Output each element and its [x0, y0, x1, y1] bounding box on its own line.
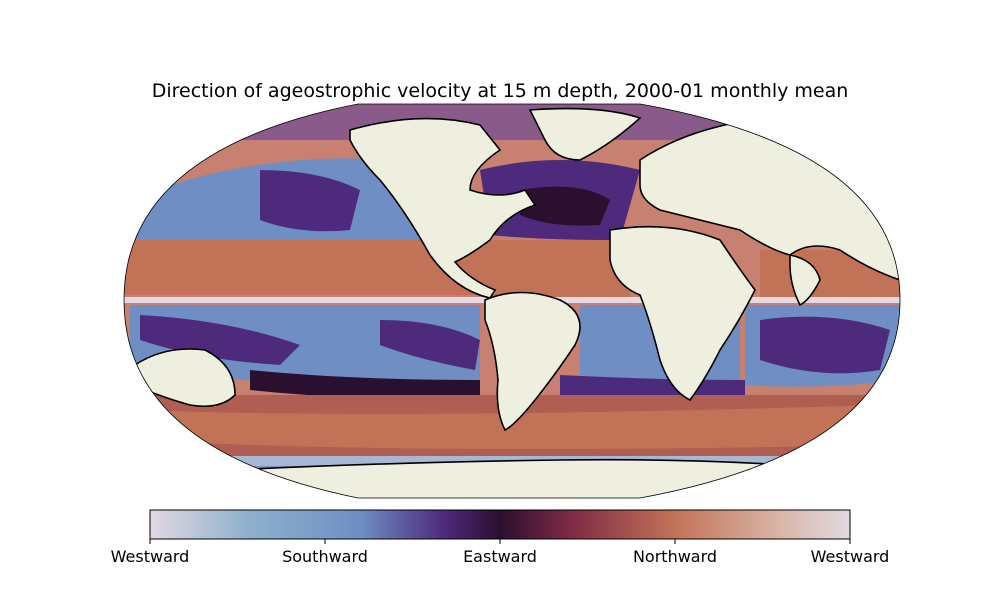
colorbar-label-eastward: Eastward [463, 547, 537, 566]
colorbar-ticks [149, 539, 851, 544]
greenland [528, 107, 642, 161]
south-america [484, 291, 581, 432]
globe-outline [123, 103, 901, 499]
map-title: Direction of ageostrophic velocity at 15… [151, 80, 849, 102]
colorbar-label-westward-right: Westward [810, 547, 890, 566]
africa [609, 225, 756, 402]
antarctica [229, 458, 851, 498]
colorbar-label-westward-left: Westward [110, 547, 190, 566]
colorbar-label-northward: Northward [632, 547, 718, 566]
australia [134, 348, 236, 408]
colorbar-gradient [149, 509, 851, 540]
north-america [349, 117, 537, 299]
colorbar-label-southward: Southward [282, 547, 368, 566]
india [789, 254, 821, 307]
